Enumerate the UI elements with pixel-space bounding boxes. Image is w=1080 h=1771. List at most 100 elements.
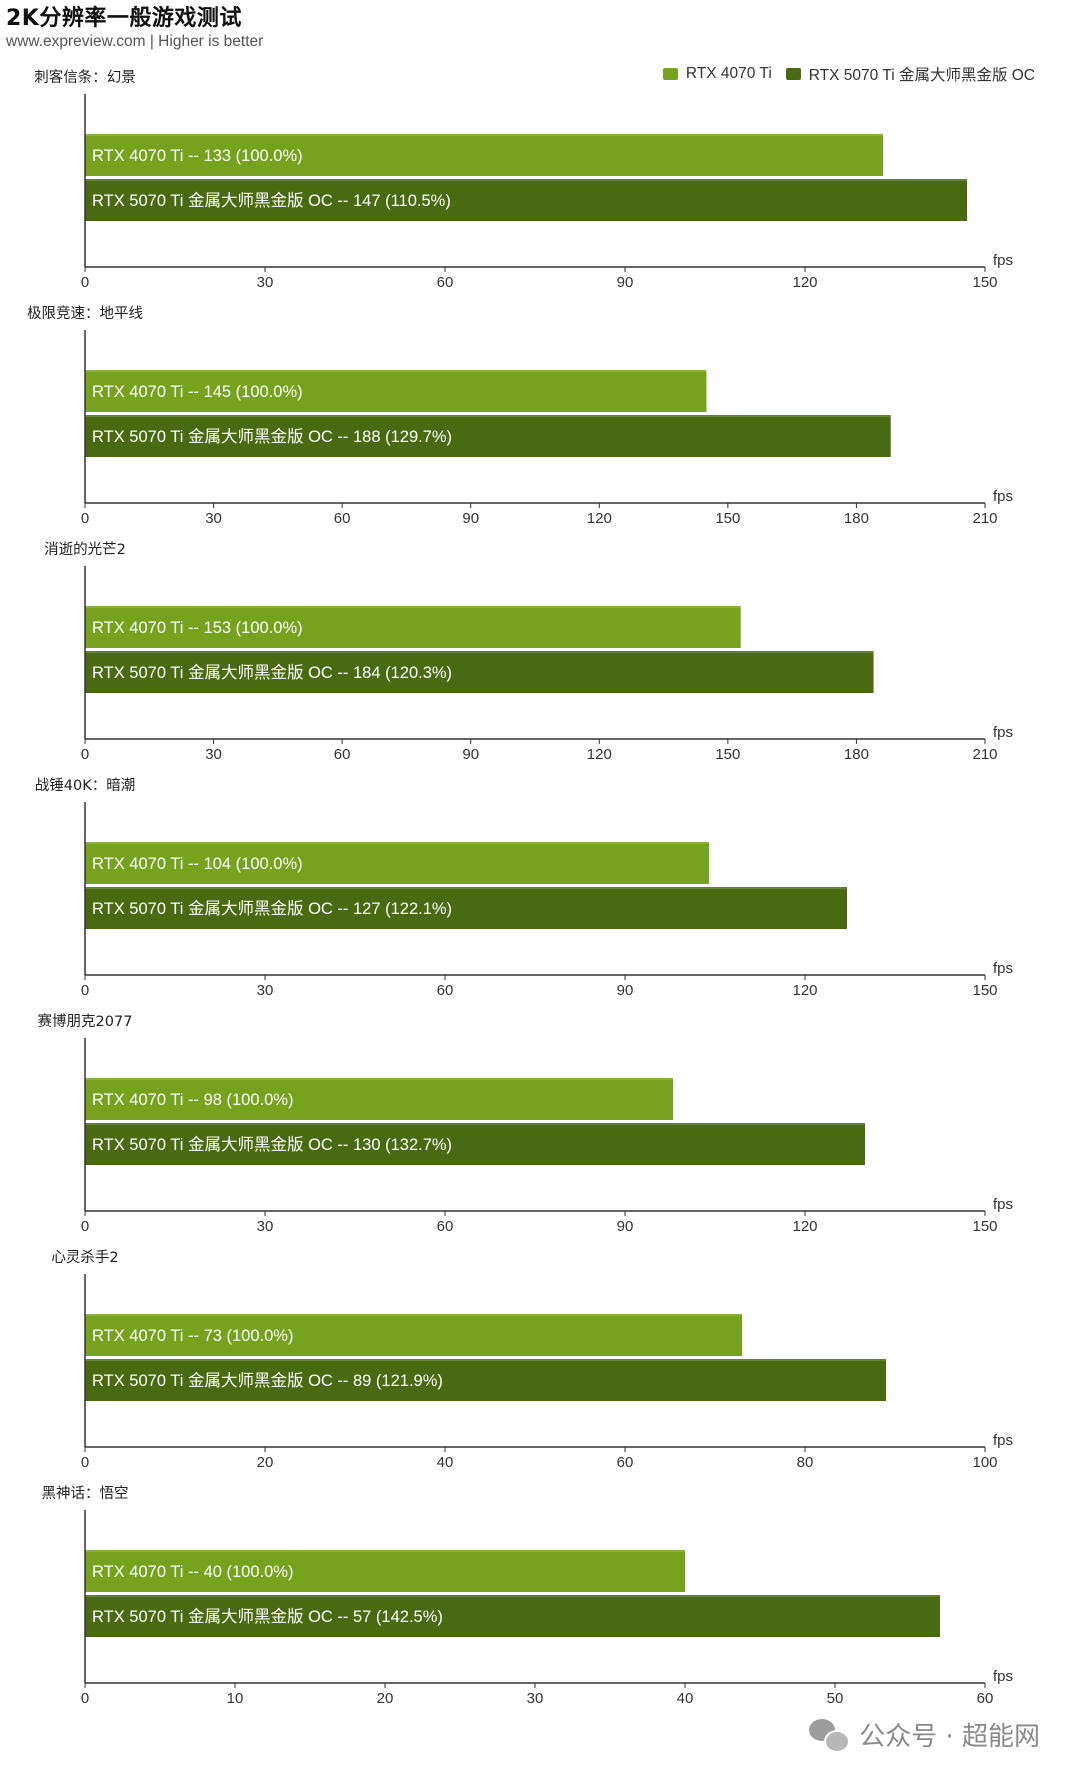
x-tick-label: 10 <box>227 1690 244 1707</box>
x-tick-label: 0 <box>81 1218 89 1235</box>
x-tick-label: 60 <box>617 1454 634 1471</box>
x-tick-label: 150 <box>715 510 740 527</box>
bar-series1 <box>85 134 883 176</box>
bar-series2 <box>85 1123 865 1165</box>
chart-title: 心灵杀手2 <box>51 1249 118 1266</box>
bar-series2 <box>85 179 967 221</box>
legend-swatch-series2 <box>785 68 801 80</box>
axis-unit-label: fps <box>993 252 1013 269</box>
page-title: 2K分辨率一般游戏测试 <box>6 6 242 31</box>
bar-highlight <box>85 370 707 372</box>
x-tick-label: 100 <box>972 1454 997 1471</box>
x-tick-label: 150 <box>972 274 997 291</box>
x-tick-label: 150 <box>972 1218 997 1235</box>
bar-highlight <box>85 606 741 608</box>
x-tick-label: 120 <box>792 982 817 999</box>
x-tick-label: 20 <box>257 1454 274 1471</box>
watermark: 公众号 · 超能网 <box>809 1716 1040 1753</box>
x-tick-label: 0 <box>81 982 89 999</box>
x-tick-label: 0 <box>81 746 89 763</box>
x-tick-label: 60 <box>437 982 454 999</box>
legend-label-series2: RTX 5070 Ti 金属大师黑金版 OC <box>808 67 1035 84</box>
legend-item-series1: RTX 4070 Ti <box>662 65 772 83</box>
x-tick-label: 60 <box>334 746 351 763</box>
bar-series1 <box>85 606 741 648</box>
bar-highlight <box>85 134 883 136</box>
bar-highlight <box>85 1078 673 1080</box>
bar-series1 <box>85 1078 673 1120</box>
x-tick-label: 60 <box>437 274 454 291</box>
x-tick-label: 30 <box>257 982 274 999</box>
wechat-icon <box>809 1718 851 1753</box>
bar-highlight <box>85 1123 865 1125</box>
x-tick-label: 0 <box>81 510 89 527</box>
watermark-text: 公众号 · 超能网 <box>859 1722 1040 1752</box>
bar-label: RTX 5070 Ti 金属大师黑金版 OC -- 147 (110.5%) <box>92 191 451 210</box>
x-tick-label: 120 <box>792 274 817 291</box>
bar-series2 <box>85 415 891 457</box>
x-tick-label: 210 <box>972 746 997 763</box>
legend-swatch-series1 <box>662 68 678 80</box>
chart-legend: RTX 4070 Ti RTX 5070 Ti 金属大师黑金版 OC <box>649 63 1035 85</box>
bar-highlight <box>85 1595 940 1597</box>
x-tick-label: 40 <box>677 1690 694 1707</box>
bar-label: RTX 4070 Ti -- 104 (100.0%) <box>92 855 303 873</box>
bar-label: RTX 4070 Ti -- 40 (100.0%) <box>92 1563 293 1581</box>
x-tick-label: 30 <box>257 274 274 291</box>
x-tick-label: 0 <box>81 274 89 291</box>
x-tick-label: 90 <box>617 1218 634 1235</box>
bar-label: RTX 4070 Ti -- 73 (100.0%) <box>92 1327 293 1345</box>
axis-unit-label: fps <box>993 960 1013 977</box>
x-tick-label: 20 <box>377 1690 394 1707</box>
x-tick-label: 90 <box>462 746 479 763</box>
bar-highlight <box>85 415 891 417</box>
bar-series2 <box>85 1359 886 1401</box>
x-tick-label: 40 <box>437 1454 454 1471</box>
bar-label: RTX 5070 Ti 金属大师黑金版 OC -- 188 (129.7%) <box>92 427 452 446</box>
legend-item-series2: RTX 5070 Ti 金属大师黑金版 OC <box>785 63 1035 85</box>
bar-highlight <box>85 887 847 889</box>
x-tick-label: 50 <box>827 1690 844 1707</box>
bar-series2 <box>85 887 847 929</box>
x-tick-label: 30 <box>257 1218 274 1235</box>
chart-title: 极限竞速：地平线 <box>27 304 143 322</box>
x-tick-label: 80 <box>797 1454 814 1471</box>
x-tick-label: 180 <box>844 510 869 527</box>
bar-label: RTX 4070 Ti -- 98 (100.0%) <box>92 1091 293 1109</box>
chart-title: 赛博朋克2077 <box>38 1013 133 1030</box>
bar-series1 <box>85 1550 685 1592</box>
chart-title: 刺客信条：幻景 <box>34 69 136 86</box>
x-tick-label: 90 <box>617 274 634 291</box>
axis-unit-label: fps <box>993 488 1013 505</box>
x-tick-label: 120 <box>792 1218 817 1235</box>
axis-unit-label: fps <box>993 1196 1013 1213</box>
bar-label: RTX 5070 Ti 金属大师黑金版 OC -- 127 (122.1%) <box>92 899 452 918</box>
axis-unit-label: fps <box>993 1668 1013 1685</box>
legend-label-series1: RTX 4070 Ti <box>685 65 772 82</box>
bar-label: RTX 5070 Ti 金属大师黑金版 OC -- 57 (142.5%) <box>92 1607 443 1626</box>
bar-label: RTX 5070 Ti 金属大师黑金版 OC -- 130 (132.7%) <box>92 1135 452 1154</box>
bar-series2 <box>85 1595 940 1637</box>
bar-highlight <box>85 179 967 181</box>
bar-label: RTX 4070 Ti -- 153 (100.0%) <box>92 619 303 637</box>
bar-label: RTX 4070 Ti -- 133 (100.0%) <box>92 147 303 165</box>
x-tick-label: 90 <box>617 982 634 999</box>
bar-series1 <box>85 1314 742 1356</box>
x-tick-label: 60 <box>334 510 351 527</box>
bar-label: RTX 5070 Ti 金属大师黑金版 OC -- 184 (120.3%) <box>92 663 452 682</box>
bar-highlight <box>85 651 874 653</box>
bar-highlight <box>85 842 709 844</box>
x-tick-label: 30 <box>205 746 222 763</box>
chart-title: 黑神话：悟空 <box>42 1485 129 1502</box>
page-subtitle: www.expreview.com | Higher is better <box>6 33 264 50</box>
x-tick-label: 60 <box>437 1218 454 1235</box>
x-tick-label: 180 <box>844 746 869 763</box>
bar-series1 <box>85 842 709 884</box>
x-tick-label: 0 <box>81 1454 89 1471</box>
x-tick-label: 60 <box>977 1690 994 1707</box>
bar-highlight <box>85 1359 886 1361</box>
x-tick-label: 0 <box>81 1690 89 1707</box>
axis-unit-label: fps <box>993 724 1013 741</box>
x-tick-label: 30 <box>527 1690 544 1707</box>
